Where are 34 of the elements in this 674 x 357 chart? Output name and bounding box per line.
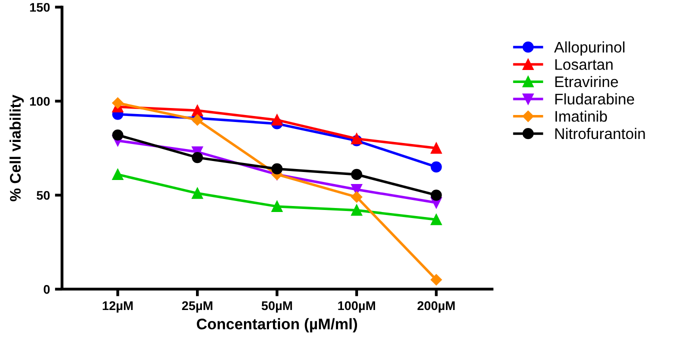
point <box>271 200 283 212</box>
point <box>351 168 362 180</box>
point <box>112 168 124 180</box>
legend-label: Losartan <box>555 59 613 70</box>
y-tick-label: 0 <box>44 284 50 294</box>
point <box>192 152 203 164</box>
x-axis-title: Concentartion (µM/ml) <box>196 318 358 332</box>
legend-label: Etravirine <box>555 76 618 88</box>
legend-label: Fludarabine <box>555 93 634 104</box>
point <box>430 161 442 173</box>
point <box>192 188 203 199</box>
point <box>430 214 442 226</box>
x-tick-label: 25µM <box>182 301 212 313</box>
point <box>192 104 203 116</box>
point <box>430 142 442 154</box>
point <box>271 114 283 126</box>
legend-label: Nitrofurantoin <box>555 128 645 140</box>
point <box>430 274 442 286</box>
y-tick-label: 50 <box>36 190 50 200</box>
point <box>112 129 124 141</box>
y-tick-label: 100 <box>30 96 50 106</box>
legend-label: Allopurinol <box>554 41 624 56</box>
point <box>351 191 362 203</box>
point <box>112 97 124 109</box>
point <box>271 163 283 174</box>
x-tick-label: 12µM <box>102 301 133 313</box>
y-tick-label: 150 <box>30 2 50 12</box>
point <box>430 190 442 201</box>
y-axis-title: % Cell viability <box>10 94 24 202</box>
point <box>351 204 362 216</box>
legend-label: Imatinib <box>556 110 607 122</box>
x-tick-label: 50µM <box>262 301 292 313</box>
x-tick-label: 200µM <box>417 301 455 313</box>
x-tick-label: 100µM <box>338 301 376 313</box>
